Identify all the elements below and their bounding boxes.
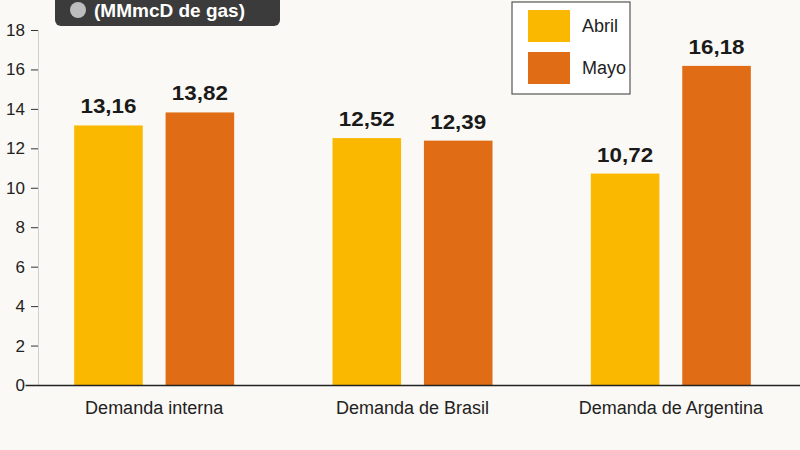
y-tick-label: 12 xyxy=(6,139,25,158)
data-label: 12,52 xyxy=(339,107,395,130)
data-label: 12,39 xyxy=(430,110,486,133)
y-tick: 18 xyxy=(6,21,38,40)
y-tick-label: 8 xyxy=(16,218,25,237)
data-label: 13,82 xyxy=(172,81,228,104)
data-labels: 13,16 12,52 10,72 13,82 12,39 16,18 xyxy=(80,35,744,166)
y-tick: 16 xyxy=(6,60,38,79)
y-tick-label: 14 xyxy=(6,100,25,119)
y-tick-mark xyxy=(31,306,38,307)
y-tick-label: 4 xyxy=(16,297,25,316)
y-tick-label: 10 xyxy=(6,179,25,198)
bar xyxy=(591,174,660,385)
legend-label: Mayo xyxy=(582,58,626,78)
y-tick-mark xyxy=(31,148,38,149)
y-axis: 0 2 4 6 8 10 12 14 16 18 xyxy=(6,21,38,395)
bar xyxy=(333,138,402,385)
data-label: 13,16 xyxy=(80,94,136,117)
y-tick: 6 xyxy=(16,258,38,277)
y-tick: 8 xyxy=(16,218,38,237)
y-tick: 2 xyxy=(16,336,38,355)
bar xyxy=(166,112,235,385)
bar xyxy=(424,141,493,385)
chart: 13,16 12,52 10,72 13,82 12,39 16,18 0 2 4 6 8 10 12 1… xyxy=(0,0,800,450)
bar xyxy=(74,125,143,385)
legend: Abril Mayo xyxy=(512,2,630,94)
y-tick-label: 16 xyxy=(6,60,25,79)
y-tick: 4 xyxy=(16,297,38,316)
y-tick-mark xyxy=(31,30,38,31)
y-tick-label: 6 xyxy=(16,258,25,277)
title-bullet xyxy=(70,2,86,18)
title-box: (MMmcD de gas) xyxy=(55,0,280,26)
y-tick-mark xyxy=(31,188,38,189)
y-tick-mark xyxy=(31,69,38,70)
legend-label: Abril xyxy=(582,16,618,36)
data-label: 16,18 xyxy=(689,35,745,58)
y-tick-mark xyxy=(31,109,38,110)
y-tick-label: 0 xyxy=(16,376,25,395)
y-tick-mark xyxy=(31,267,38,268)
x-tick: Demanda interna xyxy=(85,398,224,418)
x-tick: Demanda de Brasil xyxy=(336,398,489,418)
x-axis: Demanda interna Demanda de Brasil Demanda … xyxy=(26,386,800,418)
y-tick: 14 xyxy=(6,100,38,119)
y-tick-mark xyxy=(31,346,38,347)
bar xyxy=(682,66,751,385)
data-label: 10,72 xyxy=(597,143,653,166)
title-background xyxy=(55,0,280,26)
bars xyxy=(74,66,751,385)
legend-swatch xyxy=(528,10,570,42)
y-tick: 10 xyxy=(6,179,38,198)
legend-box xyxy=(512,2,630,94)
x-tick: Demanda de Argentina xyxy=(579,398,764,418)
x-tick-label: Demanda de Brasil xyxy=(336,398,489,418)
y-tick-label: 18 xyxy=(6,21,25,40)
x-tick-label: Demanda interna xyxy=(85,398,224,418)
x-axis-line xyxy=(26,385,800,387)
title: (MMmcD de gas) xyxy=(94,0,245,21)
legend-swatch xyxy=(528,52,570,84)
y-tick-label: 2 xyxy=(16,336,25,355)
y-axis-line xyxy=(31,31,39,386)
y-tick: 12 xyxy=(6,139,38,158)
y-tick-mark xyxy=(31,227,38,228)
x-tick-label: Demanda de Argentina xyxy=(579,398,764,418)
